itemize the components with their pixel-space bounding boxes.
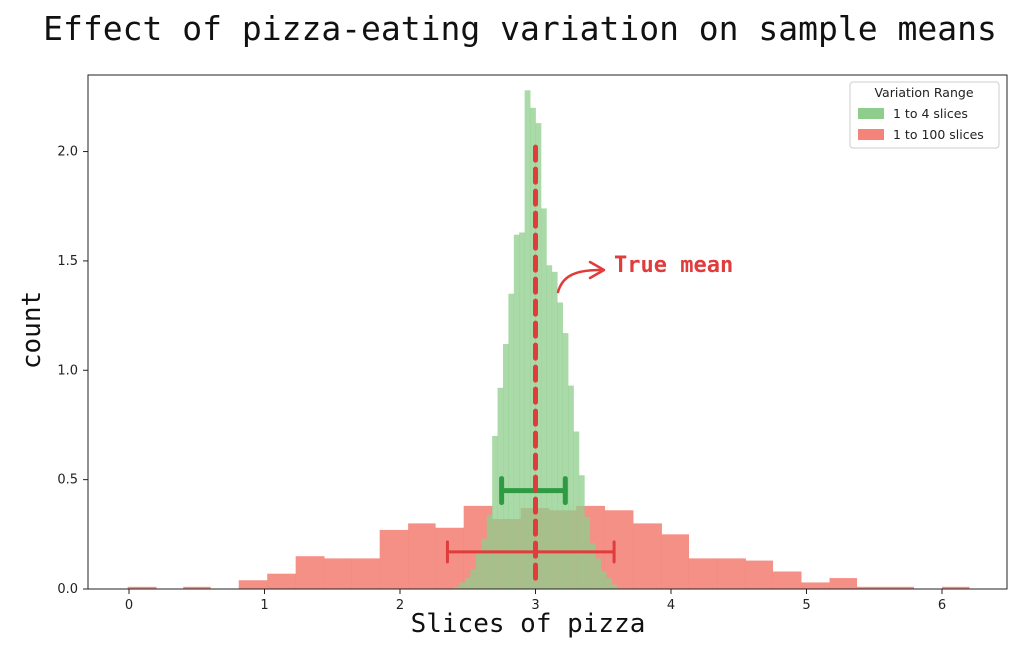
bar-1-to-4-slices-20 <box>562 333 569 589</box>
x-tick-label-4: 4 <box>667 598 675 613</box>
true-mean-arrow <box>556 268 602 294</box>
bar-1-to-100-slices-19 <box>661 534 690 589</box>
bar-1-to-4-slices-3 <box>470 569 477 589</box>
x-tick-label-0: 0 <box>125 598 133 613</box>
y-tick-label-1.5: 1.5 <box>57 254 78 269</box>
y-axis-label: count <box>17 291 47 369</box>
bar-1-to-4-slices-26 <box>595 558 601 589</box>
x-axis-label: Slices of pizza <box>411 609 646 639</box>
legend-title: Variation Range <box>874 85 973 100</box>
bar-1-to-100-slices-21 <box>717 558 746 589</box>
bar-1-to-100-slices-9 <box>379 529 409 589</box>
bar-1-to-4-slices-16 <box>540 208 547 590</box>
bar-1-to-4-slices-23 <box>578 475 585 589</box>
bar-1-to-4-slices-18 <box>551 271 558 589</box>
legend-entry-green: 1 to 4 slices <box>893 106 968 121</box>
legend-swatch-red <box>858 129 884 140</box>
bar-1-to-100-slices-29 <box>942 586 970 589</box>
bar-1-to-100-slices-8 <box>351 558 381 589</box>
bar-1-to-4-slices-17 <box>546 265 553 589</box>
bar-1-to-4-slices-19 <box>557 302 563 589</box>
x-tick-label-5: 5 <box>802 598 810 613</box>
x-tick-label-6: 6 <box>938 598 946 613</box>
bar-1-to-100-slices-26 <box>856 586 886 589</box>
true-mean-label: True mean <box>614 253 733 278</box>
bar-1-to-100-slices-18 <box>633 523 662 589</box>
bar-1-to-4-slices-7 <box>492 435 498 589</box>
bar-1-to-4-slices-1 <box>459 582 466 589</box>
y-tick-label-1: 1.0 <box>57 363 78 378</box>
bar-1-to-4-slices-2 <box>465 578 471 589</box>
bar-1-to-4-slices-5 <box>481 538 488 589</box>
x-tick-label-1: 1 <box>260 598 268 613</box>
bar-1-to-4-slices-22 <box>573 431 580 589</box>
bar-1-to-100-slices-23 <box>772 571 802 589</box>
bar-1-to-4-slices-0 <box>454 586 461 589</box>
bar-1-to-100-slices-27 <box>885 586 914 589</box>
bar-1-to-4-slices-13 <box>524 90 531 589</box>
bar-1-to-100-slices-24 <box>801 582 830 589</box>
bar-1-to-4-slices-11 <box>513 234 520 590</box>
legend-box <box>849 81 1000 149</box>
bar-1-to-4-slices-12 <box>519 232 526 590</box>
bar-1-to-4-slices-4 <box>475 554 482 589</box>
chart-title: Effect of pizza-eating variation on samp… <box>43 9 997 48</box>
bar-1-to-100-slices-4 <box>238 580 268 589</box>
legend: Variation Range 1 to 4 slices 1 to 100 s… <box>849 81 1000 149</box>
bar-1-to-100-slices-20 <box>688 558 718 589</box>
bar-1-to-100-slices-2 <box>183 586 211 589</box>
plot-frame <box>87 74 1008 590</box>
bar-1-to-100-slices-5 <box>267 573 297 589</box>
bar-1-to-100-slices-7 <box>324 558 352 589</box>
bar-1-to-4-slices-21 <box>568 385 574 589</box>
bar-1-to-4-slices-29 <box>611 584 618 589</box>
legend-entry-red: 1 to 100 slices <box>893 127 984 142</box>
bar-1-to-4-slices-9 <box>502 344 509 589</box>
bar-1-to-4-slices-27 <box>600 571 607 589</box>
bar-1-to-4-slices-10 <box>508 293 515 589</box>
bar-1-to-4-slices-25 <box>589 543 596 589</box>
y-tick-label-0: 0.0 <box>57 582 78 597</box>
x-tick-label-2: 2 <box>396 598 404 613</box>
y-tick-label-0.5: 0.5 <box>57 473 78 488</box>
bar-1-to-4-slices-14 <box>530 107 536 589</box>
x-tick-label-3: 3 <box>531 598 539 613</box>
y-tick-label-2: 2.0 <box>57 145 78 160</box>
true-mean-arrowhead <box>588 260 606 280</box>
bar-1-to-100-slices-0 <box>127 586 157 589</box>
bar-1-to-100-slices-6 <box>295 556 325 589</box>
bar-1-to-100-slices-10 <box>408 523 436 589</box>
legend-swatch-green <box>858 108 884 119</box>
bar-1-to-100-slices-25 <box>829 578 858 589</box>
bar-1-to-100-slices-17 <box>604 510 634 589</box>
bar-1-to-4-slices-28 <box>605 578 612 589</box>
bar-1-to-100-slices-22 <box>745 560 774 589</box>
bar-1-to-100-slices-11 <box>435 527 465 589</box>
bar-1-to-4-slices-15 <box>535 123 542 590</box>
